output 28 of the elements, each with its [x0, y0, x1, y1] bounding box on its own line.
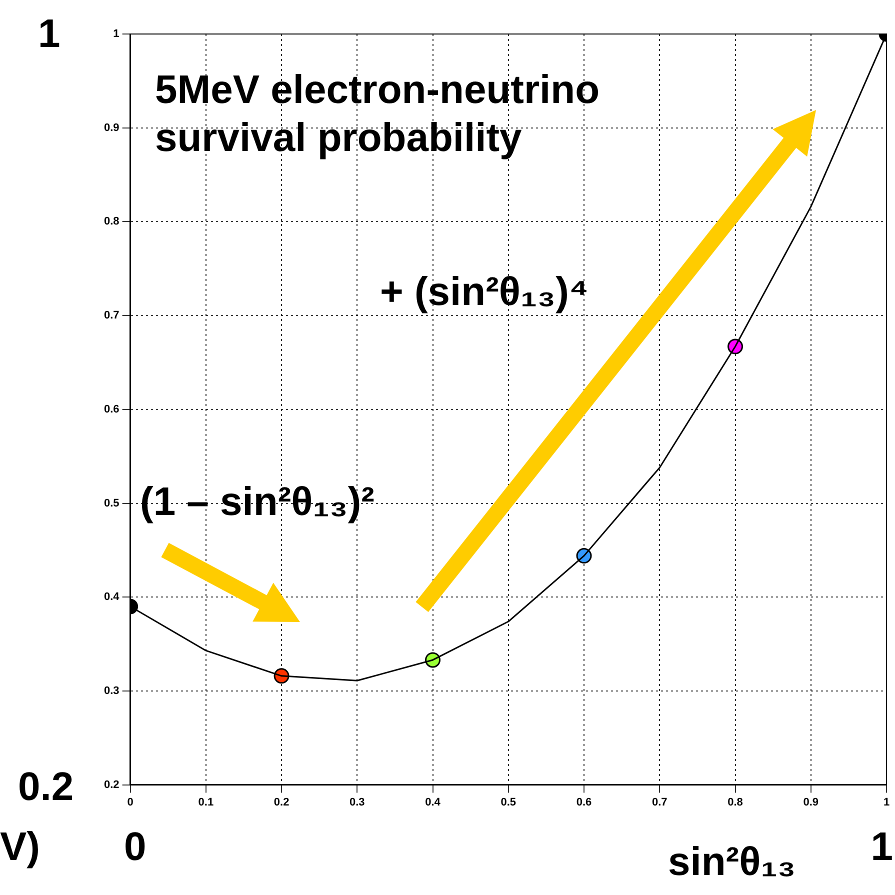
- text: 1: [870, 825, 893, 870]
- x-tick-label: 0: [127, 796, 134, 808]
- y-tick-label: 0.7: [104, 310, 120, 322]
- x-tick-label: 0.1: [198, 796, 214, 808]
- x-tick-label: 0.6: [576, 796, 592, 808]
- x-tick-label: 0.3: [350, 796, 365, 808]
- x-tick-label: 0.7: [652, 796, 668, 808]
- text: 1: [38, 12, 60, 57]
- y-tick-label: 0.5: [104, 497, 120, 510]
- y-tick-label: 0.6: [104, 403, 120, 416]
- text: V): [0, 825, 40, 870]
- x-tick-label: 0.5: [500, 796, 516, 808]
- annotation: (1 – sin²θ₁₃)²: [140, 480, 374, 525]
- x-axis-title: sin²θ₁₃: [668, 840, 796, 885]
- y-tick-label: 1: [113, 28, 120, 40]
- text: 0: [124, 825, 146, 870]
- y-tick-label: 0.3: [104, 684, 120, 697]
- y-tick-label: 0.8: [104, 216, 120, 228]
- x-tick-label: 0.4: [425, 796, 442, 808]
- x-tick-label: 0.8: [728, 796, 743, 808]
- annotation: + (sin²θ₁₃)⁴: [380, 270, 589, 315]
- x-tick-label: 0.9: [803, 796, 819, 808]
- x-tick-label: 1: [883, 796, 890, 808]
- y-tick-label: 0.2: [104, 778, 120, 791]
- y-tick-label: 0.4: [104, 591, 120, 604]
- y-tick-label: 0.9: [104, 122, 120, 134]
- text: 5MeV electron-neutrino survival probability: [155, 67, 601, 162]
- x-tick-label: 0.2: [274, 796, 290, 808]
